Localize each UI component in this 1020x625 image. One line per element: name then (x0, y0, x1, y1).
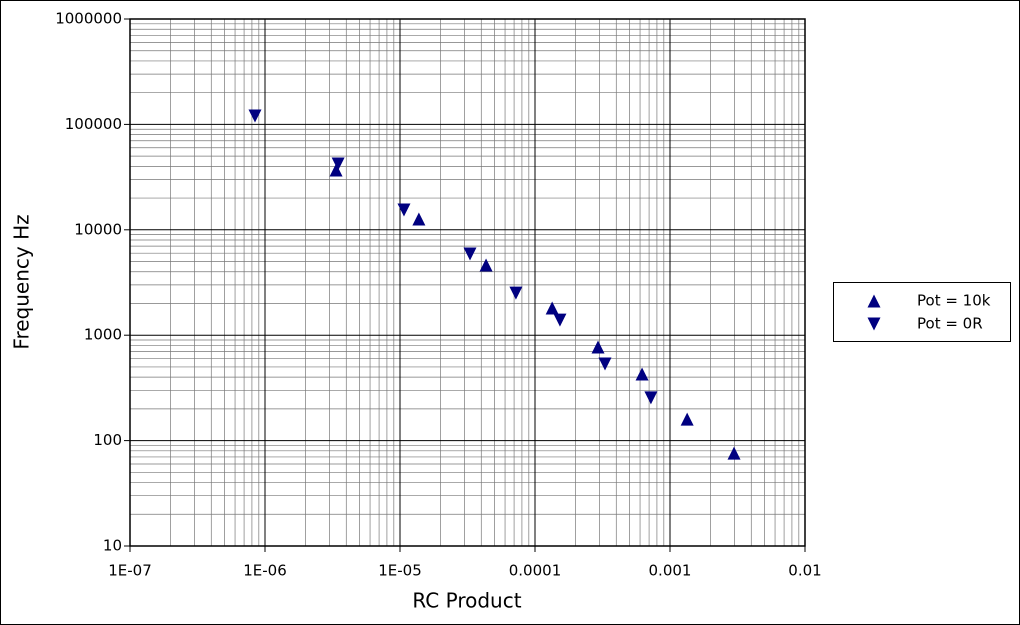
x-tick-label: 0.0001 (509, 562, 562, 580)
marker (412, 212, 426, 226)
legend-marker (867, 294, 881, 308)
legend-label: Pot = 0R (917, 315, 983, 333)
x-tick-label: 0.001 (649, 562, 692, 580)
x-tick-label: 1E-06 (243, 562, 287, 580)
y-tick-label: 100000 (65, 115, 122, 133)
legend-box (833, 282, 1011, 342)
legend-marker (867, 317, 881, 331)
marker (463, 247, 477, 261)
y-tick-label: 1000000 (55, 10, 122, 28)
marker (553, 313, 567, 327)
marker (727, 446, 741, 460)
marker (248, 109, 262, 123)
y-tick-label: 10 (103, 537, 122, 555)
y-axis-label: Frequency Hz (10, 214, 34, 349)
marker (598, 357, 612, 371)
x-tick-label: 1E-05 (378, 562, 422, 580)
marker (591, 340, 605, 354)
y-tick-label: 10000 (74, 220, 122, 238)
y-tick-label: 1000 (84, 326, 122, 344)
marker (329, 163, 343, 177)
marker (644, 391, 658, 405)
legend-label: Pot = 10k (917, 292, 991, 310)
marker (545, 301, 559, 315)
marker (331, 157, 345, 171)
marker (680, 412, 694, 426)
x-tick-label: 1E-07 (108, 562, 152, 580)
y-tick-label: 100 (93, 431, 122, 449)
marker (509, 286, 523, 300)
marker (479, 258, 493, 272)
marker (635, 367, 649, 381)
x-axis-label: RC Product (412, 589, 521, 613)
marker (397, 203, 411, 217)
plot-area-border (129, 18, 806, 547)
x-tick-label: 0.01 (788, 562, 821, 580)
